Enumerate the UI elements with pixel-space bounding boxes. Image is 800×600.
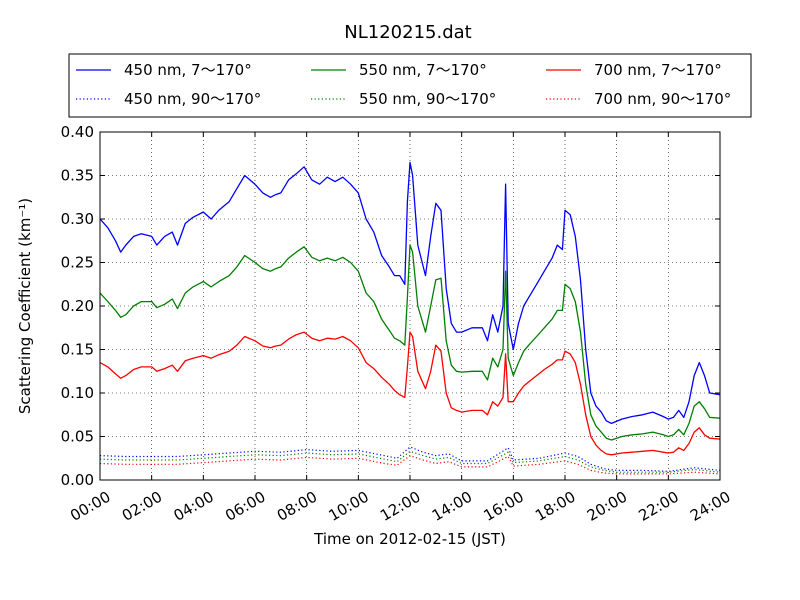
x-tick-label: 14:00 bbox=[429, 488, 475, 525]
x-tick-label: 24:00 bbox=[687, 488, 733, 525]
legend-label: 700 nm, 7～170° bbox=[594, 61, 722, 79]
y-tick-label: 0.20 bbox=[61, 297, 94, 315]
y-tick-label: 0.05 bbox=[61, 428, 94, 446]
x-tick-label: 18:00 bbox=[532, 488, 578, 525]
x-tick-label: 20:00 bbox=[584, 488, 630, 525]
x-tick-label: 08:00 bbox=[274, 488, 320, 525]
series-line bbox=[99, 331, 721, 456]
series-line bbox=[99, 446, 721, 472]
legend-label: 450 nm, 7～170° bbox=[124, 61, 252, 79]
y-tick-label: 0.30 bbox=[61, 210, 94, 228]
chart-title: NL120215.dat bbox=[344, 22, 471, 43]
legend-label: 700 nm, 90～170° bbox=[594, 90, 731, 108]
x-axis-label: Time on 2012-02-15 (JST) bbox=[313, 530, 506, 548]
legend-label: 550 nm, 7～170° bbox=[359, 61, 487, 79]
x-tick-label: 00:00 bbox=[67, 488, 113, 525]
x-tick-label: 10:00 bbox=[325, 488, 371, 525]
x-tick-label: 12:00 bbox=[377, 488, 423, 525]
x-tick-label: 16:00 bbox=[480, 488, 526, 525]
y-tick-label: 0.25 bbox=[61, 254, 94, 272]
y-tick-label: 0.00 bbox=[61, 471, 94, 489]
series-layer bbox=[99, 161, 721, 475]
x-tick-label: 02:00 bbox=[119, 488, 165, 525]
series-line bbox=[99, 161, 721, 425]
y-tick-label: 0.10 bbox=[61, 384, 94, 402]
legend: 450 nm, 7～170° 550 nm, 7～170° 700 nm, 7～17… bbox=[68, 53, 752, 118]
series-line bbox=[99, 450, 721, 473]
legend-label: 450 nm, 90～170° bbox=[124, 90, 261, 108]
legend-box bbox=[68, 53, 752, 118]
x-tick-label: 04:00 bbox=[170, 488, 216, 525]
series-line bbox=[99, 244, 721, 441]
y-tick-label: 0.15 bbox=[61, 341, 94, 359]
x-tick-label: 22:00 bbox=[635, 488, 681, 525]
y-tick-label: 0.35 bbox=[61, 167, 94, 185]
legend-label: 550 nm, 90～170° bbox=[359, 90, 496, 108]
x-tick-label: 06:00 bbox=[222, 488, 268, 525]
y-tick-label: 0.40 bbox=[61, 123, 94, 141]
y-axis-label: Scattering Coefficient (km⁻¹) bbox=[16, 198, 34, 414]
grid bbox=[100, 132, 720, 480]
